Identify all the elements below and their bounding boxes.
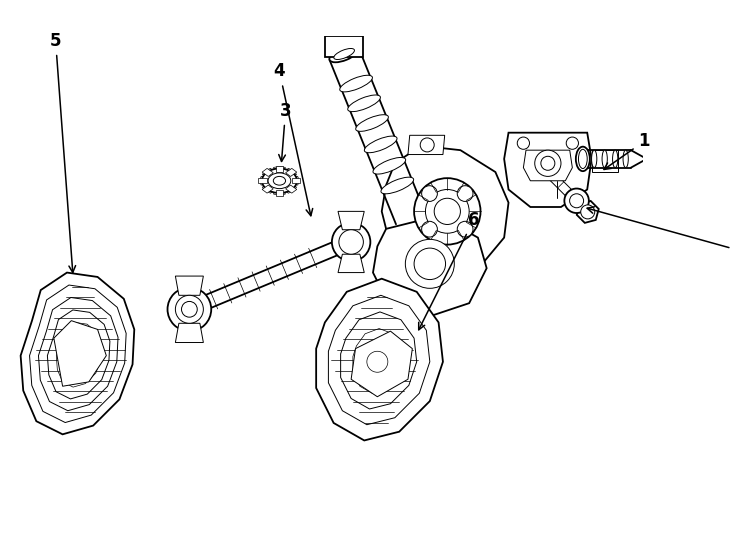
Polygon shape [175, 323, 203, 342]
Ellipse shape [181, 301, 197, 317]
Ellipse shape [332, 222, 371, 261]
Polygon shape [262, 185, 274, 193]
Ellipse shape [167, 287, 211, 331]
Ellipse shape [541, 156, 555, 170]
Ellipse shape [566, 137, 578, 149]
Polygon shape [291, 178, 300, 184]
Polygon shape [262, 185, 273, 193]
Polygon shape [285, 185, 297, 193]
Ellipse shape [592, 150, 597, 167]
Polygon shape [29, 285, 126, 422]
Polygon shape [48, 310, 110, 399]
Ellipse shape [405, 239, 454, 288]
Ellipse shape [457, 221, 473, 237]
Polygon shape [408, 136, 445, 154]
Polygon shape [262, 168, 273, 177]
Text: 5: 5 [50, 32, 76, 273]
Text: 2: 2 [587, 207, 734, 260]
Ellipse shape [273, 177, 286, 185]
Ellipse shape [581, 205, 595, 219]
Polygon shape [328, 295, 430, 425]
Polygon shape [291, 177, 299, 185]
Polygon shape [261, 177, 268, 185]
Ellipse shape [613, 150, 618, 167]
Polygon shape [338, 254, 364, 273]
Polygon shape [258, 178, 267, 184]
Ellipse shape [420, 138, 435, 152]
Ellipse shape [330, 46, 359, 62]
Polygon shape [21, 273, 134, 434]
Ellipse shape [262, 168, 297, 193]
Ellipse shape [364, 136, 397, 153]
Ellipse shape [348, 95, 380, 112]
Ellipse shape [414, 248, 446, 280]
Text: 3: 3 [279, 102, 291, 161]
Ellipse shape [334, 49, 355, 59]
Polygon shape [175, 276, 203, 295]
Polygon shape [504, 133, 592, 207]
Polygon shape [38, 298, 118, 411]
Ellipse shape [414, 178, 481, 245]
Polygon shape [351, 331, 413, 397]
Polygon shape [274, 189, 286, 195]
Polygon shape [285, 168, 297, 177]
Text: 6: 6 [418, 211, 479, 330]
Polygon shape [276, 190, 283, 195]
Polygon shape [54, 321, 106, 386]
Ellipse shape [356, 114, 388, 131]
Ellipse shape [381, 177, 414, 194]
Ellipse shape [435, 198, 460, 225]
Polygon shape [262, 168, 274, 177]
Ellipse shape [576, 147, 590, 171]
Polygon shape [341, 312, 417, 409]
Polygon shape [274, 167, 286, 172]
Ellipse shape [268, 173, 291, 188]
Polygon shape [592, 150, 618, 172]
Ellipse shape [421, 221, 437, 237]
Text: 4: 4 [274, 63, 313, 216]
Polygon shape [286, 185, 297, 193]
Polygon shape [338, 211, 364, 230]
Text: 1: 1 [604, 132, 650, 170]
Ellipse shape [535, 150, 561, 177]
Ellipse shape [602, 150, 607, 167]
Polygon shape [373, 216, 487, 316]
Polygon shape [57, 322, 102, 387]
Polygon shape [316, 279, 443, 441]
Ellipse shape [564, 188, 589, 213]
Polygon shape [577, 201, 599, 223]
Polygon shape [325, 37, 363, 57]
Ellipse shape [517, 137, 529, 149]
Ellipse shape [175, 295, 203, 323]
Ellipse shape [623, 150, 628, 167]
Ellipse shape [340, 75, 372, 92]
Ellipse shape [578, 149, 587, 168]
Ellipse shape [457, 186, 473, 201]
Ellipse shape [358, 342, 396, 381]
Polygon shape [276, 166, 283, 172]
Polygon shape [523, 150, 573, 181]
Ellipse shape [570, 194, 584, 208]
Ellipse shape [426, 190, 469, 233]
Ellipse shape [421, 186, 437, 201]
Ellipse shape [367, 351, 388, 372]
Polygon shape [286, 168, 297, 177]
Ellipse shape [373, 158, 406, 174]
Polygon shape [382, 146, 509, 277]
Polygon shape [353, 328, 404, 393]
Ellipse shape [339, 230, 363, 254]
